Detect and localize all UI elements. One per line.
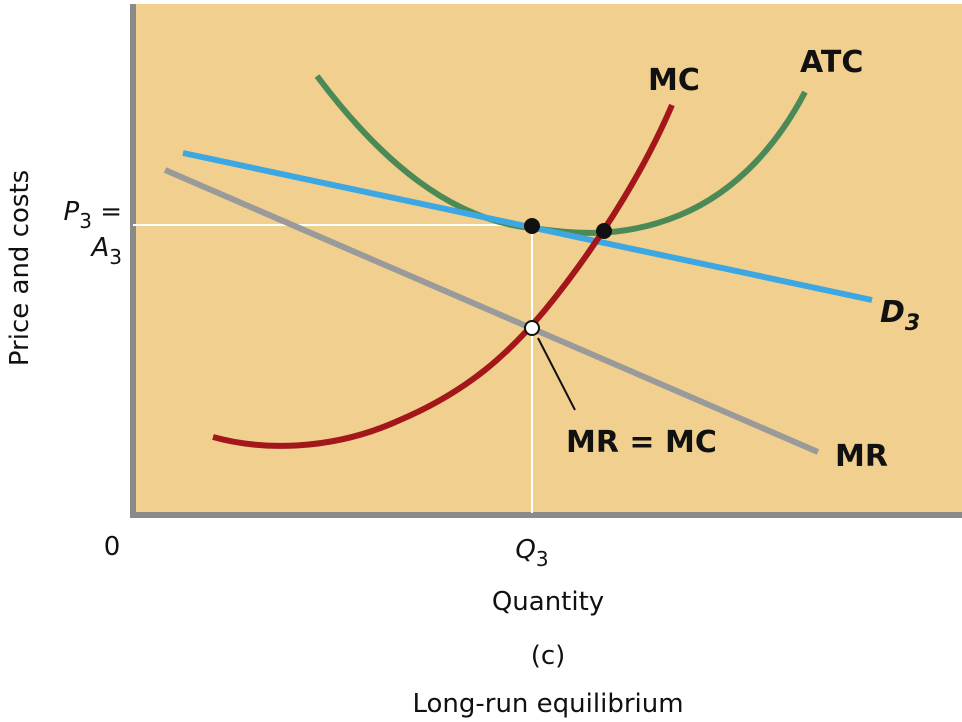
mc-label: MC — [648, 63, 700, 98]
y-axis-label: Price and costs — [5, 170, 35, 366]
origin-label: 0 — [104, 532, 121, 562]
mr-curve — [163, 167, 820, 455]
caption-title: Long-run equilibrium — [412, 689, 683, 719]
quantity-sub: 3 — [536, 547, 549, 571]
mr-mc-label: MR = MC — [566, 425, 717, 460]
mc-curve — [212, 103, 675, 449]
demand-label: D3 — [880, 295, 920, 336]
demand-sub: 3 — [905, 311, 920, 336]
atc-mc-point — [596, 223, 612, 239]
price-label: P3 = — [64, 197, 122, 233]
price-sub: 3 — [79, 209, 92, 233]
cost-sub: 3 — [109, 245, 122, 269]
plot-area — [133, 4, 962, 515]
quantity-tick: Q3 — [515, 535, 548, 571]
cost-base: A — [89, 233, 109, 263]
mr-mc-point — [524, 320, 540, 336]
demand-base: D — [880, 295, 905, 330]
equilibrium-point — [524, 218, 540, 234]
cost-label: A3 — [89, 233, 122, 269]
price-suffix: = — [92, 197, 122, 227]
price-base: P — [64, 197, 80, 227]
atc-label: ATC — [800, 45, 863, 80]
atc-curve — [314, 74, 808, 236]
leader-line — [537, 337, 576, 411]
x-axis-label: Quantity — [492, 587, 604, 617]
panel-label: (c) — [531, 641, 566, 671]
quantity-base: Q — [515, 535, 535, 565]
mr-label: MR — [835, 439, 888, 474]
